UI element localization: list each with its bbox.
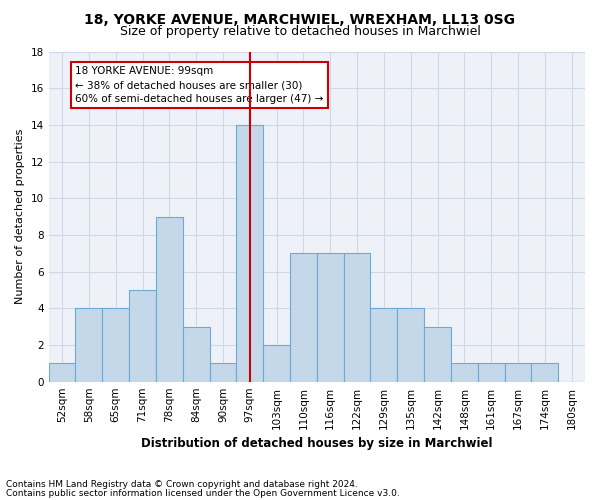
Bar <box>263 345 290 382</box>
Bar <box>103 308 129 382</box>
X-axis label: Distribution of detached houses by size in Marchwiel: Distribution of detached houses by size … <box>141 437 493 450</box>
Bar <box>290 254 317 382</box>
Bar <box>505 364 532 382</box>
Bar <box>344 254 370 382</box>
Bar <box>317 254 344 382</box>
Bar <box>156 216 183 382</box>
Bar <box>76 308 103 382</box>
Bar <box>451 364 478 382</box>
Bar <box>183 326 209 382</box>
Bar <box>370 308 397 382</box>
Bar <box>478 364 505 382</box>
Text: Size of property relative to detached houses in Marchwiel: Size of property relative to detached ho… <box>119 25 481 38</box>
Text: Contains public sector information licensed under the Open Government Licence v3: Contains public sector information licen… <box>6 488 400 498</box>
Bar <box>129 290 156 382</box>
Bar <box>532 364 558 382</box>
Text: 18, YORKE AVENUE, MARCHWIEL, WREXHAM, LL13 0SG: 18, YORKE AVENUE, MARCHWIEL, WREXHAM, LL… <box>85 12 515 26</box>
Bar <box>49 364 76 382</box>
Text: 18 YORKE AVENUE: 99sqm
← 38% of detached houses are smaller (30)
60% of semi-det: 18 YORKE AVENUE: 99sqm ← 38% of detached… <box>76 66 324 104</box>
Bar <box>209 364 236 382</box>
Bar <box>236 125 263 382</box>
Y-axis label: Number of detached properties: Number of detached properties <box>15 129 25 304</box>
Bar <box>424 326 451 382</box>
Text: Contains HM Land Registry data © Crown copyright and database right 2024.: Contains HM Land Registry data © Crown c… <box>6 480 358 489</box>
Bar <box>397 308 424 382</box>
